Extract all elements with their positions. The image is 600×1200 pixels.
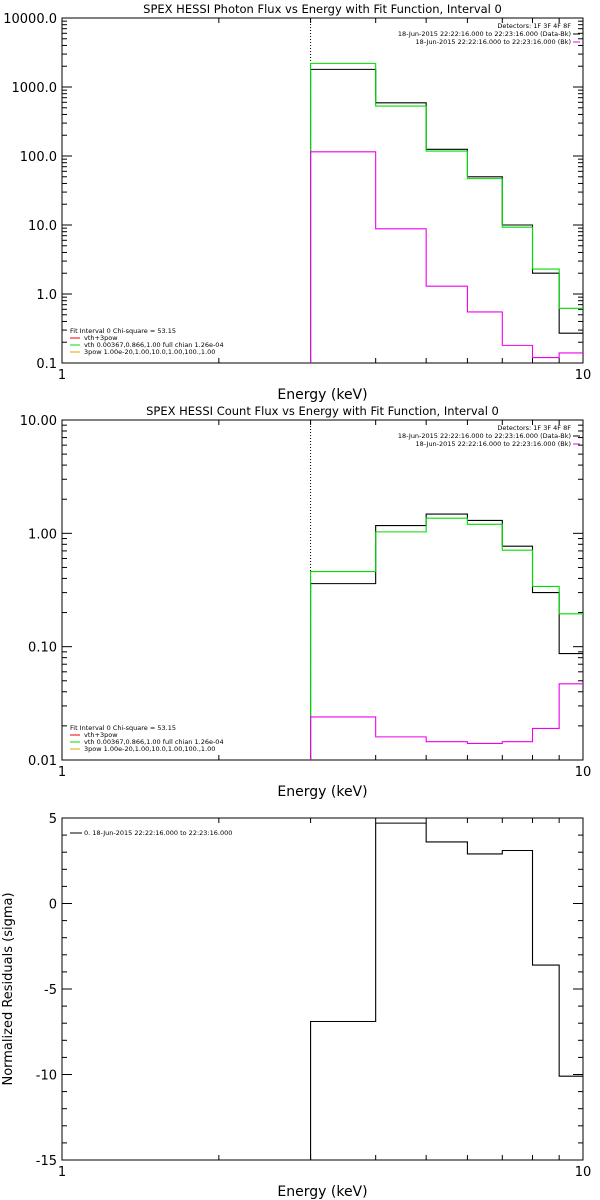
y-tick-label: 0.10 bbox=[28, 641, 57, 656]
chart-panel-1: SPEX HESSI Count Flux vs Energy with Fit… bbox=[20, 404, 591, 800]
y-axis-label: Normalized Residuals (sigma) bbox=[1, 892, 16, 1085]
series-0-line bbox=[310, 513, 583, 760]
y-tick-label: 5 bbox=[49, 812, 57, 827]
series-2-line bbox=[310, 151, 583, 363]
y-tick-label: -10 bbox=[36, 1069, 57, 1084]
series-2-line bbox=[310, 683, 583, 760]
x-tick-label: 1 bbox=[58, 765, 66, 780]
info-line-2: 18-Jun-2015 22:22:16.000 to 22:23:16.000… bbox=[416, 38, 571, 46]
info-line-2: 18-Jun-2015 22:22:16.000 to 22:23:16.000… bbox=[416, 440, 571, 448]
plot-frame bbox=[61, 419, 584, 761]
legend-line-1: vth+3pow bbox=[84, 731, 118, 739]
x-tick-label: 10 bbox=[575, 368, 592, 383]
x-tick-label: 1 bbox=[58, 368, 66, 383]
plot-frame bbox=[61, 817, 584, 1161]
legend-line-0: 0. 18-Jun-2015 22:22:16.000 to 22:23:16.… bbox=[84, 829, 232, 837]
plot-frame bbox=[61, 17, 584, 364]
x-axis-label: Energy (keV) bbox=[277, 784, 367, 800]
y-tick-label: 100.0 bbox=[20, 150, 57, 165]
y-tick-label: -15 bbox=[36, 1154, 57, 1169]
info-line-0: Detectors: 1F 3F 4F 8F bbox=[497, 424, 571, 432]
legend-line-0: Fit Interval 0 Chi-square = 53.15 bbox=[70, 327, 176, 335]
info-line-1: 18-Jun-2015 22:22:16.000 to 22:23:16.000… bbox=[398, 432, 571, 440]
chart-title: SPEX HESSI Count Flux vs Energy with Fit… bbox=[146, 404, 499, 418]
legend-line-1: vth+3pow bbox=[84, 334, 118, 342]
y-tick-label: 10.0 bbox=[28, 219, 57, 234]
y-tick-label: 0.1 bbox=[36, 357, 57, 372]
chart-panel-0: SPEX HESSI Photon Flux vs Energy with Fi… bbox=[3, 2, 591, 403]
legend-line-2: vth 0.00367,0.866,1.00 full chian 1.26e-… bbox=[84, 738, 224, 746]
legend-line-3: 3pow 1.00e-20,1.00,10.0,1.00,100.,1.00 bbox=[84, 745, 215, 753]
x-tick-label: 10 bbox=[575, 1165, 592, 1180]
legend-line-0: Fit Interval 0 Chi-square = 53.15 bbox=[70, 724, 176, 732]
y-tick-label: 1.00 bbox=[28, 527, 57, 542]
info-line-0: Detectors: 1F 3F 4F 8F bbox=[497, 22, 571, 30]
chart-title: SPEX HESSI Photon Flux vs Energy with Fi… bbox=[143, 2, 502, 16]
series-0-line bbox=[310, 822, 583, 1160]
series-1-line bbox=[310, 517, 583, 760]
y-tick-label: 0 bbox=[49, 898, 57, 913]
x-tick-label: 1 bbox=[58, 1165, 66, 1180]
y-tick-label: 1.0 bbox=[36, 288, 57, 303]
x-axis-label: Energy (keV) bbox=[277, 1184, 367, 1200]
chart-panel-2: 1 10 Energy (keV) -15 -10 -5 0 5 Normalized Resi… bbox=[1, 812, 591, 1200]
legend-line-3: 3pow 1.00e-20,1.00,10.0,1.00,100.,1.00 bbox=[84, 348, 215, 356]
y-tick-label: -5 bbox=[44, 983, 57, 998]
y-tick-label: 0.01 bbox=[28, 754, 57, 769]
y-tick-label: 10.00 bbox=[20, 414, 57, 429]
y-tick-label: 10000.0 bbox=[3, 12, 57, 27]
series-0-line bbox=[310, 68, 583, 363]
info-line-1: 18-Jun-2015 22:22:16.000 to 22:23:16.000… bbox=[398, 30, 571, 38]
x-tick-label: 10 bbox=[575, 765, 592, 780]
y-tick-label: 1000.0 bbox=[12, 81, 58, 96]
legend-line-2: vth 0.00367,0.866,1.00 full chian 1.26e-… bbox=[84, 341, 224, 349]
series-1-line bbox=[310, 62, 583, 363]
x-axis-label: Energy (keV) bbox=[277, 387, 367, 403]
